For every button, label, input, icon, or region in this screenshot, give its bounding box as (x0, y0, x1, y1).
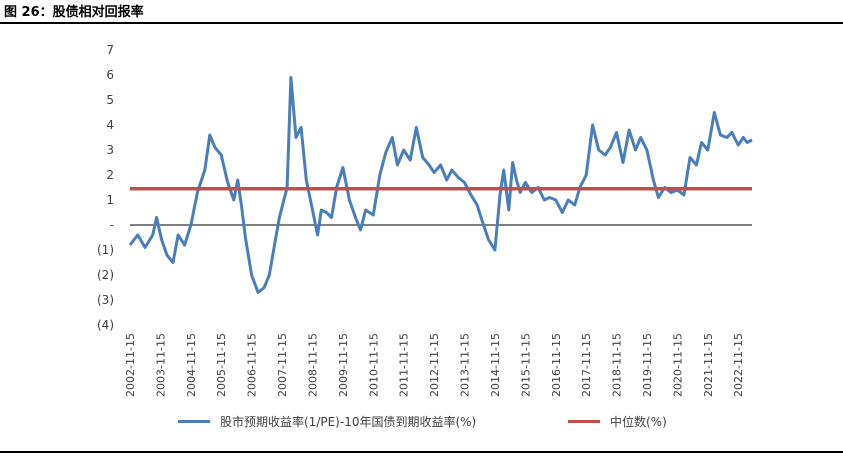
x-tick-label: 2007-11-15 (276, 333, 289, 397)
y-tick-label: 3 (106, 143, 114, 157)
x-tick-label: 2012-11-15 (428, 333, 441, 397)
x-axis: 2002-11-15 2003-11-15 2004-11-15 2005-11-15… (124, 333, 745, 397)
legend-label-spread: 股市预期收益率(1/PE)-10年国债到期收益率(%) (220, 415, 477, 429)
legend-label-median: 中位数(%) (610, 415, 667, 429)
x-tick-label: 2009-11-15 (337, 333, 350, 397)
y-tick-label: 7 (106, 43, 114, 57)
x-tick-label: 2014-11-15 (489, 333, 502, 397)
x-tick-label: 2016-11-15 (550, 333, 563, 397)
y-tick-label: 6 (106, 68, 114, 82)
legend-swatch-median (568, 420, 600, 423)
top-rule (0, 22, 843, 24)
bottom-rule (0, 451, 843, 453)
figure-title: 图 26：股债相对回报率 (4, 5, 144, 20)
x-tick-label: 2021-11-15 (702, 333, 715, 397)
x-tick-label: 2013-11-15 (459, 333, 472, 397)
x-tick-label: 2010-11-15 (367, 333, 380, 397)
series-line-spread (128, 76, 753, 294)
y-tick-label: (4) (97, 318, 114, 332)
x-tick-label: 2022-11-15 (732, 333, 745, 397)
x-tick-label: 2018-11-15 (611, 333, 624, 397)
y-tick-label: (1) (97, 243, 114, 257)
y-axis: 7 6 5 4 3 2 1 - (1) (2) (3) (4) (97, 43, 114, 332)
y-tick-label: 4 (106, 118, 114, 132)
x-tick-label: 2019-11-15 (641, 333, 654, 397)
y-tick-label: 1 (106, 193, 114, 207)
x-tick-label: 2003-11-15 (154, 333, 167, 397)
x-tick-label: 2017-11-15 (580, 333, 593, 397)
x-tick-label: 2006-11-15 (246, 333, 259, 397)
y-tick-label: (2) (97, 268, 114, 282)
x-tick-label: 2011-11-15 (398, 333, 411, 397)
x-tick-label: 2005-11-15 (215, 333, 228, 397)
x-tick-label: 2002-11-15 (124, 333, 137, 397)
legend-item-spread: 股市预期收益率(1/PE)-10年国债到期收益率(%) (178, 413, 476, 430)
series-group (128, 76, 753, 294)
legend-swatch-spread (178, 420, 210, 423)
x-tick-label: 2015-11-15 (519, 333, 532, 397)
legend-item-median: 中位数(%) (568, 413, 667, 430)
y-tick-label: 2 (106, 168, 114, 182)
y-tick-label: - (110, 218, 114, 232)
x-tick-label: 2008-11-15 (306, 333, 319, 397)
x-tick-label: 2004-11-15 (185, 333, 198, 397)
y-tick-label: (3) (97, 293, 114, 307)
x-tick-label: 2020-11-15 (671, 333, 684, 397)
y-tick-label: 5 (106, 93, 114, 107)
